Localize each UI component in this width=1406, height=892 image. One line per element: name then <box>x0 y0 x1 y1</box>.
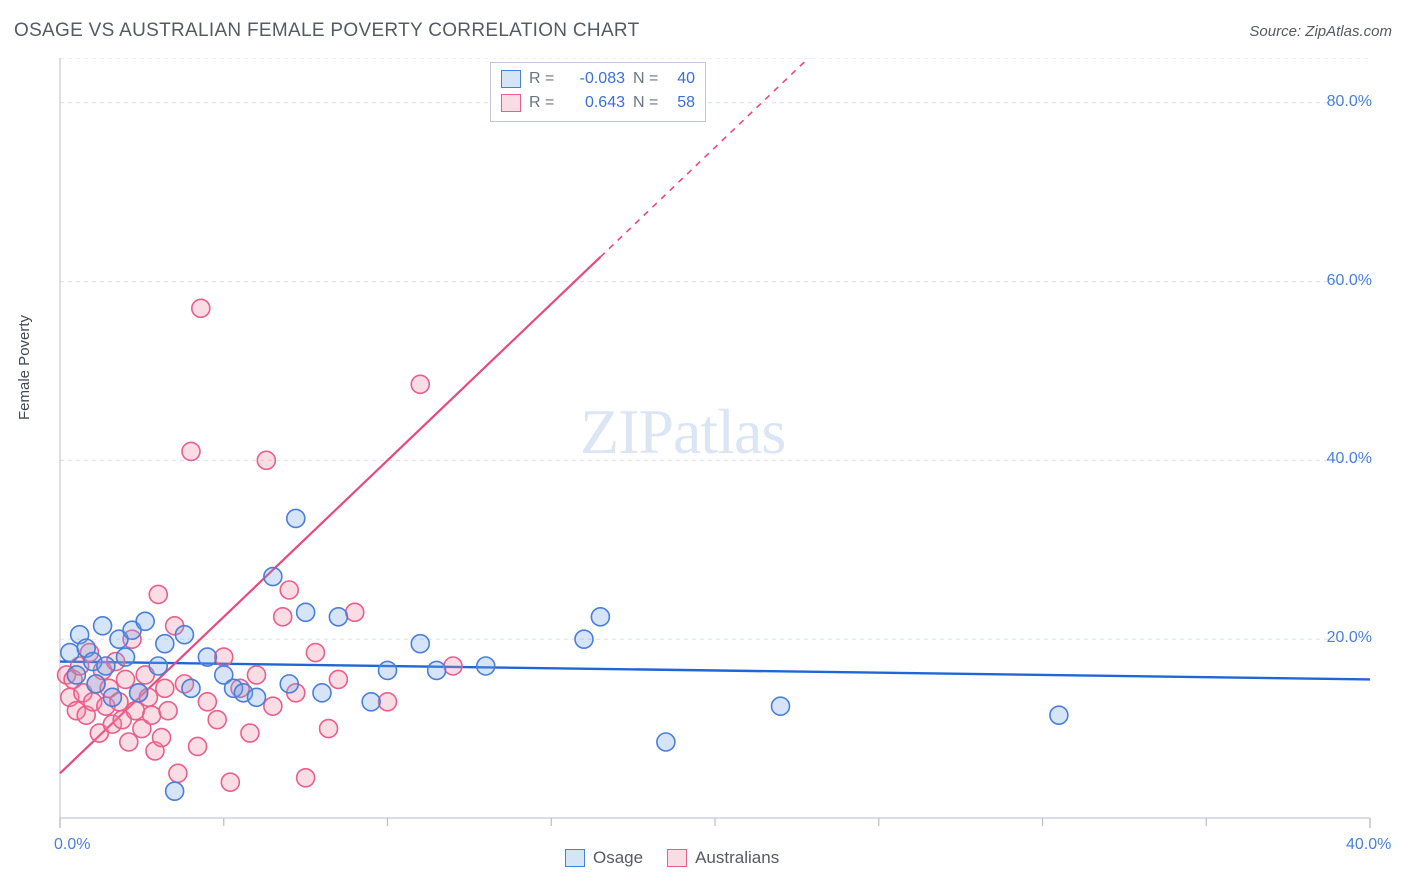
legend-swatch <box>501 70 521 88</box>
legend-series-label: Osage <box>593 848 643 868</box>
y-tick-label: 60.0% <box>1327 272 1372 290</box>
source-prefix: Source: <box>1249 23 1305 40</box>
r-label: R = <box>529 94 557 112</box>
x-tick-label: 40.0% <box>1346 836 1391 854</box>
n-value: 40 <box>669 70 695 88</box>
y-tick-label: 20.0% <box>1327 629 1372 647</box>
legend-series-item: Osage <box>565 848 643 868</box>
n-value: 58 <box>669 94 695 112</box>
source-name: ZipAtlas.com <box>1305 23 1392 40</box>
r-value: 0.643 <box>565 94 625 112</box>
legend-swatch <box>501 94 521 112</box>
scatter-chart-svg <box>50 58 1388 828</box>
series-legend: Osage Australians <box>565 848 779 868</box>
r-value: -0.083 <box>565 70 625 88</box>
legend-series-label: Australians <box>695 848 779 868</box>
correlation-legend: R = -0.083 N = 40 R = 0.643 N = 58 <box>490 62 706 122</box>
y-axis-label: Female Poverty <box>16 315 33 420</box>
n-label: N = <box>633 94 661 112</box>
r-label: R = <box>529 70 557 88</box>
legend-swatch <box>565 849 585 867</box>
n-label: N = <box>633 70 661 88</box>
source-attribution: Source: ZipAtlas.com <box>1249 23 1392 40</box>
y-tick-label: 80.0% <box>1327 93 1372 111</box>
chart-plot-area <box>50 58 1388 828</box>
chart-title: OSAGE VS AUSTRALIAN FEMALE POVERTY CORRE… <box>14 20 640 42</box>
legend-correlation-row: R = -0.083 N = 40 <box>501 67 695 91</box>
y-tick-label: 40.0% <box>1327 450 1372 468</box>
legend-correlation-row: R = 0.643 N = 58 <box>501 91 695 115</box>
legend-swatch <box>667 849 687 867</box>
legend-series-item: Australians <box>667 848 779 868</box>
x-tick-label: 0.0% <box>54 836 90 854</box>
